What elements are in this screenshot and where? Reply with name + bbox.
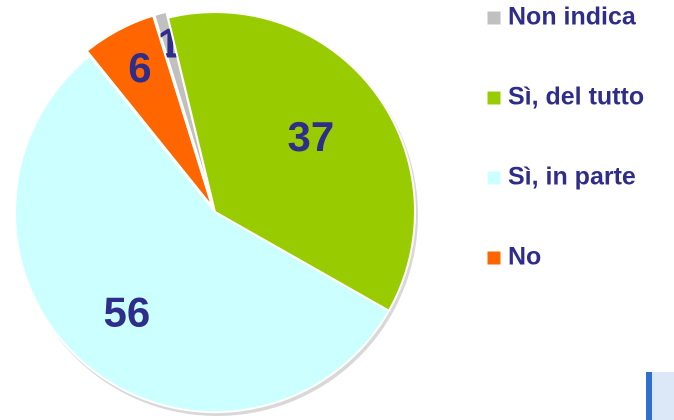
pie-slice	[166, 11, 416, 313]
decoration	[646, 372, 652, 420]
pie-slice	[14, 54, 391, 413]
pie-slice	[85, 14, 214, 208]
legend-label: Sì, del tutto	[508, 83, 644, 111]
data-label: 37	[287, 113, 334, 160]
legend-marker	[486, 10, 502, 26]
legend-marker	[486, 250, 502, 266]
data-label: 6	[128, 44, 151, 91]
legend-marker	[486, 90, 502, 106]
legend-label: Sì, in parte	[508, 163, 636, 191]
legend-label: Non indica	[508, 3, 637, 31]
legend-label: No	[508, 243, 541, 271]
pie-slice	[153, 10, 215, 207]
data-label: 56	[103, 289, 150, 336]
legend-marker	[486, 170, 502, 186]
